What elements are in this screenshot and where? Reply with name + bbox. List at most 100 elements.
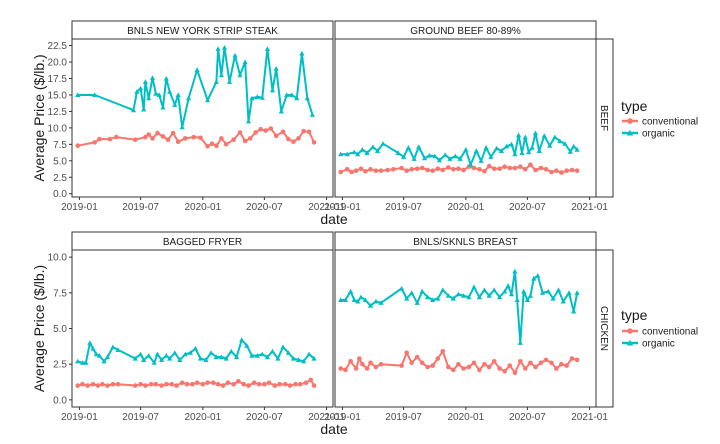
data-point	[132, 383, 138, 388]
data-point	[451, 367, 456, 373]
data-point	[191, 134, 196, 140]
data-point	[183, 136, 188, 141]
data-point	[249, 353, 255, 358]
legend-title-chicken: type	[621, 307, 648, 323]
data-point	[497, 294, 503, 300]
data-point	[213, 79, 219, 84]
data-point	[512, 268, 518, 274]
data-point	[436, 157, 443, 163]
series-conventional	[338, 349, 580, 376]
data-point	[220, 383, 226, 388]
data-point	[236, 379, 241, 384]
data-point	[344, 151, 350, 157]
data-point	[146, 95, 152, 101]
data-point	[399, 363, 404, 368]
x-tick-label: 2020-07	[509, 412, 546, 423]
data-point	[107, 136, 113, 142]
data-point	[231, 381, 236, 387]
data-point	[148, 381, 154, 387]
data-point	[205, 97, 211, 103]
data-point	[146, 132, 151, 137]
data-point	[419, 360, 425, 366]
data-point	[529, 145, 535, 150]
data-point	[93, 351, 99, 357]
series-conventional	[75, 126, 317, 149]
data-point	[273, 66, 279, 71]
data-point	[179, 380, 185, 386]
data-point	[174, 383, 179, 388]
data-point	[342, 297, 349, 302]
data-point	[524, 297, 530, 302]
data-point	[263, 128, 269, 133]
data-point	[447, 156, 453, 161]
data-point	[358, 294, 364, 300]
y-tick-label: 7.5	[53, 140, 67, 151]
x-tick-label: 2020-07	[246, 412, 283, 423]
data-point	[540, 290, 546, 295]
data-point	[554, 168, 559, 173]
data-point	[155, 130, 160, 136]
data-point	[549, 169, 554, 175]
data-point	[101, 358, 107, 364]
data-point	[395, 150, 401, 155]
data-point	[97, 136, 102, 142]
data-point	[110, 381, 116, 387]
y-axis-title-beef: Average Price ($/lb.)	[31, 54, 47, 181]
data-point	[215, 46, 221, 51]
data-point	[531, 275, 537, 281]
data-point	[223, 142, 229, 147]
data-point	[245, 118, 252, 124]
data-point	[425, 364, 430, 370]
data-point	[296, 136, 301, 141]
data-point	[280, 129, 286, 135]
data-point	[362, 297, 368, 302]
data-point	[430, 297, 436, 302]
data-point	[232, 52, 238, 58]
data-point	[290, 355, 296, 361]
y-tick-label: 5.0	[53, 324, 67, 335]
data-point	[507, 363, 513, 368]
row-strip-label-chicken: CHICKEN	[598, 306, 609, 351]
data-point	[555, 287, 562, 292]
data-point	[208, 350, 214, 355]
data-point	[353, 168, 359, 173]
x-tick-label: 2019-07	[122, 412, 159, 423]
data-point	[241, 381, 246, 387]
data-point	[559, 170, 564, 175]
data-point	[182, 351, 188, 357]
data-point	[378, 361, 384, 367]
data-point	[75, 358, 81, 364]
data-point	[497, 366, 502, 371]
data-point	[370, 144, 376, 149]
data-point	[430, 363, 436, 368]
data-point	[293, 381, 298, 387]
x-tick-label: 2019-07	[385, 412, 422, 423]
data-point	[159, 383, 164, 388]
data-point	[159, 357, 165, 362]
data-point	[167, 89, 173, 94]
data-point	[425, 167, 430, 173]
data-point	[295, 357, 302, 362]
data-point	[411, 156, 417, 161]
data-point	[262, 381, 267, 387]
data-point	[533, 364, 538, 370]
data-point	[543, 167, 549, 172]
panel-beef-ground-border	[334, 38, 597, 198]
y-axis-title-chicken: Average Price ($/lb.)	[31, 265, 47, 392]
data-point	[214, 143, 219, 148]
data-point	[311, 383, 317, 388]
data-point	[211, 380, 216, 386]
data-point	[351, 149, 357, 155]
data-point	[471, 165, 477, 171]
data-point	[535, 273, 541, 278]
data-point	[391, 167, 396, 172]
data-point	[115, 347, 121, 352]
data-point	[278, 108, 284, 114]
data-point	[522, 134, 528, 140]
data-point	[521, 288, 527, 294]
series-organic	[338, 268, 580, 345]
data-point	[409, 360, 415, 366]
data-point	[355, 298, 361, 304]
data-point	[450, 295, 456, 301]
data-point	[422, 155, 428, 161]
